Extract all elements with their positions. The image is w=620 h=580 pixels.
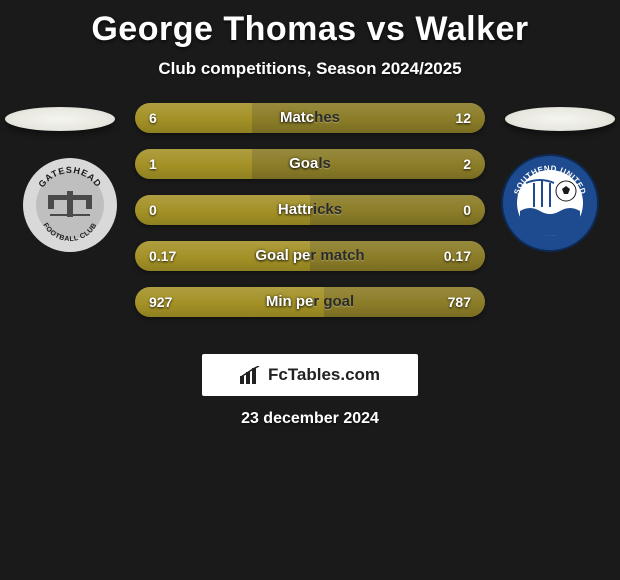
player-shadow-left — [5, 107, 115, 131]
bar-segment-left — [135, 287, 324, 317]
club-crest-left: GATESHEAD FOOTBALL CLUB — [20, 155, 120, 255]
bar-segment-left — [135, 195, 310, 225]
page-title: George Thomas vs Walker — [0, 0, 620, 49]
content-area: GATESHEAD FOOTBALL CLUB — [0, 107, 620, 337]
bar-segment-left — [135, 241, 310, 271]
bar-segment-right — [310, 241, 485, 271]
stat-row: Goals12 — [135, 149, 485, 179]
stat-row: Matches612 — [135, 103, 485, 133]
brand-text: FcTables.com — [268, 365, 380, 384]
bar-segment-right — [252, 149, 485, 179]
stat-row: Min per goal927787 — [135, 287, 485, 317]
gateshead-crest-icon: GATESHEAD FOOTBALL CLUB — [20, 155, 120, 255]
bar-segment-left — [135, 103, 252, 133]
southend-crest-icon: SOUTHEND UNITED — [500, 153, 600, 253]
comparison-card: George Thomas vs Walker Club competition… — [0, 0, 620, 580]
bar-segment-right — [310, 195, 485, 225]
stat-bars: Matches612 Goals12 Hattricks00 Goal per mat… — [135, 103, 485, 333]
bar-chart-icon — [240, 366, 262, 384]
bar-segment-right — [324, 287, 485, 317]
stat-row: Hattricks00 — [135, 195, 485, 225]
bar-segment-right — [252, 103, 485, 133]
page-subtitle: Club competitions, Season 2024/2025 — [0, 59, 620, 79]
stat-row: Goal per match0.170.17 — [135, 241, 485, 271]
brand-footer: FcTables.com — [202, 354, 418, 396]
player-shadow-right — [505, 107, 615, 131]
bar-segment-left — [135, 149, 252, 179]
club-crest-right: SOUTHEND UNITED — [500, 153, 600, 253]
date-text: 23 december 2024 — [0, 410, 620, 428]
